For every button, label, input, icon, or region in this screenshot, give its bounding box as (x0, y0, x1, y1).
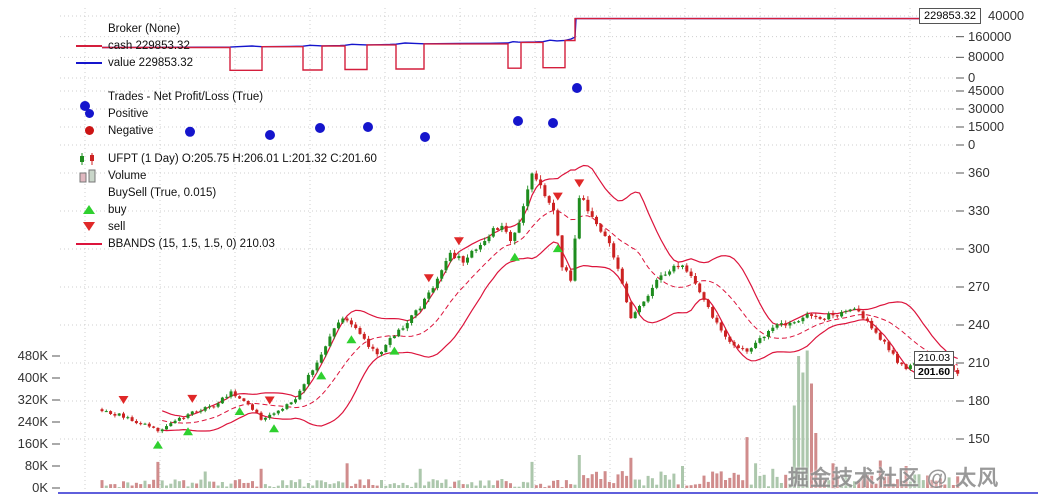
legend-spacer (76, 96, 102, 98)
legend-buy-label: buy (108, 203, 127, 216)
legend-volume-label: Volume (108, 169, 147, 182)
axis-tick-label: 400K (17, 370, 48, 385)
legend-data: UFPT (1 Day) O:205.75 H:206.01 L:201.32 … (76, 150, 377, 252)
axis-tick-label: 360 (968, 165, 990, 180)
axis-tick-label: 300 (968, 241, 990, 256)
legend-bbands-label: BBANDS (15, 1.5, 1.5, 0) 210.03 (108, 237, 275, 250)
legend-trades-title: Trades - Net Profit/Loss (True) (108, 90, 264, 103)
axis-tick-label: 210 (968, 355, 990, 370)
axis-layer (52, 15, 1038, 494)
axis-tick-label: 240 (968, 317, 990, 332)
legend-row-buy: buy (76, 201, 377, 218)
legend-negative-label: Negative (108, 124, 154, 137)
last-close-badge: 201.60 (914, 365, 955, 379)
broker-lines-layer (101, 17, 958, 72)
axis-tick-label: 45000 (968, 83, 1005, 98)
legend-row-value: value 229853.32 (76, 54, 193, 71)
legend-row-bbands: BBANDS (15, 1.5, 1.5, 0) 210.03 (76, 235, 377, 252)
watermark-text: 掘金技术社区 @ 太风 (788, 467, 1000, 490)
axis-tick-label: 270 (968, 279, 990, 294)
axis-tick-label: 180 (968, 393, 990, 408)
axis-tick-label: 30000 (968, 101, 1005, 116)
trades-dots-layer (80, 83, 582, 142)
bbands-layer (161, 164, 958, 432)
legend-row-buysell: BuySell (True, 0.015) (76, 184, 377, 201)
value-line-marker (76, 61, 102, 64)
legend-cash-label: cash 229853.32 (108, 39, 190, 52)
axis-tick-label: 0K (32, 480, 48, 495)
bbands-line-marker (76, 242, 102, 245)
legend-row-trades-title: Trades - Net Profit/Loss (True) (76, 88, 263, 105)
axis-tick-label: 480K (17, 348, 48, 363)
buysell-markers-layer (118, 179, 585, 449)
grid-layer (60, 8, 960, 492)
legend-row-negative: Negative (76, 122, 263, 139)
axis-tick-label: 80000 (968, 49, 1005, 65)
legend-broker-title: Broker (None) (108, 22, 181, 35)
legend-buysell-label: BuySell (True, 0.015) (108, 186, 217, 199)
bbands-value-badge: 210.03 (914, 351, 955, 365)
legend-row-broker-title: Broker (None) (76, 20, 193, 37)
candlestick-icon (76, 152, 100, 166)
cash-line-marker (76, 44, 102, 47)
legend-row-cash: cash 229853.32 (76, 37, 193, 54)
legend-sell-label: sell (108, 220, 126, 233)
legend-positive-label: Positive (108, 107, 149, 120)
legend-trades: Trades - Net Profit/Loss (True) Positive… (76, 88, 263, 139)
volume-bars-icon (76, 169, 100, 183)
legend-value-label: value 229853.32 (108, 56, 194, 69)
legend-row-ohlc: UFPT (1 Day) O:205.75 H:206.01 L:201.32 … (76, 150, 377, 167)
axis-tick-label: 0 (968, 70, 976, 85)
axis-tick-label: 240K (17, 414, 48, 429)
positive-dot-marker (85, 109, 94, 118)
buy-triangle-marker (83, 205, 95, 214)
legend-broker: Broker (None) cash 229853.32 value 22985… (76, 20, 193, 71)
axis-tick-label: 0 (968, 137, 976, 152)
broker-value-badge: 229853.32 (919, 8, 981, 24)
axis-tick-label: 160K (17, 436, 48, 451)
axis-tick-label: 330 (968, 203, 990, 218)
sell-triangle-marker (83, 222, 95, 231)
axis-tick-label: 40000 (988, 8, 1025, 23)
legend-row-positive: Positive (76, 105, 263, 122)
axis-tick-label: 15000 (968, 119, 1005, 134)
legend-row-volume: Volume (76, 167, 377, 184)
axis-tick-label: 80K (24, 458, 48, 473)
axis-tick-label: 320K (17, 392, 48, 407)
volume-layer (100, 350, 960, 489)
legend-spacer (76, 28, 102, 30)
axis-tick-label: 160000 (968, 28, 1012, 44)
legend-row-sell: sell (76, 218, 377, 235)
axis-tick-label: 150 (968, 431, 990, 446)
legend-spacer (76, 192, 102, 194)
legend-ohlc-label: UFPT (1 Day) O:205.75 H:206.01 L:201.32 … (108, 152, 377, 165)
negative-dot-marker (85, 126, 94, 135)
